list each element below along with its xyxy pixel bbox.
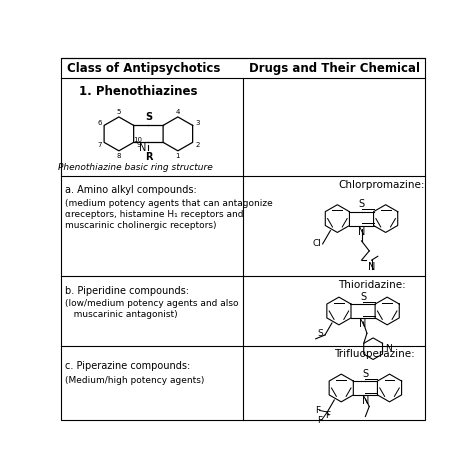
Text: F: F <box>315 406 320 415</box>
Text: Trifluoperazine:: Trifluoperazine: <box>334 349 415 359</box>
Text: N: N <box>358 227 365 237</box>
Text: 4: 4 <box>176 109 180 115</box>
Text: N: N <box>385 344 392 353</box>
Text: 2: 2 <box>195 142 200 148</box>
Text: 5: 5 <box>117 109 121 115</box>
Text: F: F <box>325 411 330 420</box>
Text: 9: 9 <box>136 142 141 148</box>
Text: 1. Phenothiazines: 1. Phenothiazines <box>79 84 197 98</box>
Text: 10: 10 <box>133 137 142 143</box>
Text: 8: 8 <box>117 153 121 159</box>
Text: αreceptors, histamine H₁ receptors and: αreceptors, histamine H₁ receptors and <box>65 210 244 219</box>
Text: S: S <box>145 112 152 122</box>
Text: F: F <box>317 416 322 425</box>
Text: 6: 6 <box>97 120 101 126</box>
Text: 1: 1 <box>176 153 180 159</box>
Text: muscarinic antagonist): muscarinic antagonist) <box>65 310 178 319</box>
Text: c. Piperazine compounds:: c. Piperazine compounds: <box>65 361 191 371</box>
Text: Phenothiazine basic ring structure: Phenothiazine basic ring structure <box>58 164 212 173</box>
Text: (Medium/high potency agents): (Medium/high potency agents) <box>65 376 205 385</box>
Text: S: S <box>362 369 368 379</box>
Text: (low/medium potency agents and also: (low/medium potency agents and also <box>65 300 239 309</box>
Text: Thioridazine:: Thioridazine: <box>338 280 406 290</box>
Text: b. Piperidine compounds:: b. Piperidine compounds: <box>65 285 190 296</box>
Text: (medium potency agents that can antagonize: (medium potency agents that can antagoni… <box>65 200 273 209</box>
Text: 7: 7 <box>97 142 101 148</box>
Text: Cl: Cl <box>312 239 321 248</box>
Text: N: N <box>359 319 367 329</box>
Text: muscarinic cholinergic receptors): muscarinic cholinergic receptors) <box>65 221 217 230</box>
Text: a. Amino alkyl compounds:: a. Amino alkyl compounds: <box>65 185 197 195</box>
Text: Drugs and Their Chemical: Drugs and Their Chemical <box>249 62 420 75</box>
Text: S: S <box>318 329 323 338</box>
Text: N: N <box>362 396 369 406</box>
Text: Chlorpromazine:: Chlorpromazine: <box>338 180 425 190</box>
Text: 3: 3 <box>195 120 200 126</box>
Text: N: N <box>139 143 147 153</box>
Text: Class of Antipsychotics: Class of Antipsychotics <box>67 62 220 75</box>
Text: R: R <box>145 152 152 162</box>
Text: N: N <box>368 263 375 273</box>
Text: S: S <box>360 292 366 302</box>
Text: S: S <box>358 200 365 210</box>
